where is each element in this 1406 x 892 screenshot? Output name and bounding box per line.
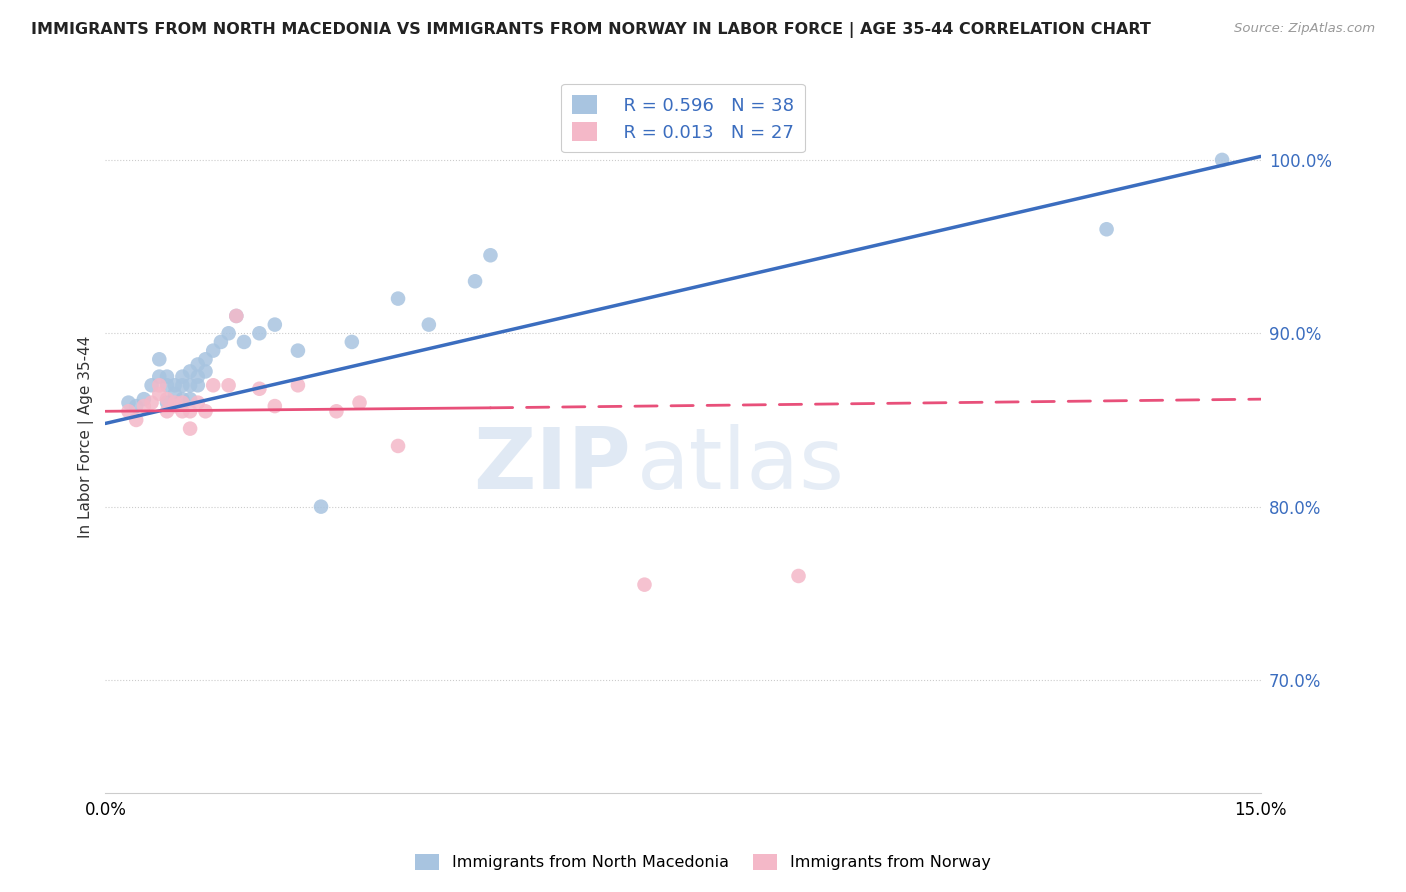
Y-axis label: In Labor Force | Age 35-44: In Labor Force | Age 35-44 [79, 336, 94, 539]
Point [1211, 153, 1233, 167]
Point [233, 334, 256, 349]
Point [787, 569, 810, 583]
Point [464, 274, 486, 288]
Point [287, 343, 309, 358]
Point [179, 404, 201, 418]
Point [141, 378, 163, 392]
Point [325, 404, 347, 418]
Point [156, 404, 179, 418]
Point [633, 577, 655, 591]
Point [249, 382, 271, 396]
Point [117, 404, 139, 418]
Point [187, 358, 209, 372]
Point [418, 318, 440, 332]
Legend:   R = 0.596   N = 38,   R = 0.013   N = 27: R = 0.596 N = 38, R = 0.013 N = 27 [561, 84, 804, 153]
Point [172, 378, 194, 392]
Point [132, 399, 155, 413]
Point [309, 500, 332, 514]
Point [172, 392, 194, 406]
Text: Source: ZipAtlas.com: Source: ZipAtlas.com [1234, 22, 1375, 36]
Point [125, 413, 148, 427]
Point [1095, 222, 1118, 236]
Point [194, 352, 217, 367]
Text: atlas: atlas [637, 425, 845, 508]
Point [148, 369, 170, 384]
Point [156, 395, 179, 409]
Point [194, 404, 217, 418]
Point [249, 326, 271, 341]
Point [387, 439, 409, 453]
Point [148, 352, 170, 367]
Point [225, 309, 247, 323]
Point [179, 422, 201, 436]
Point [218, 378, 240, 392]
Point [163, 378, 186, 392]
Point [225, 309, 247, 323]
Point [479, 248, 502, 262]
Point [125, 399, 148, 413]
Point [163, 387, 186, 401]
Point [156, 369, 179, 384]
Point [218, 326, 240, 341]
Point [179, 392, 201, 406]
Point [179, 364, 201, 378]
Point [172, 369, 194, 384]
Point [148, 387, 170, 401]
Point [179, 378, 201, 392]
Point [194, 364, 217, 378]
Point [187, 395, 209, 409]
Point [187, 378, 209, 392]
Point [141, 395, 163, 409]
Point [263, 318, 285, 332]
Point [340, 334, 363, 349]
Point [156, 378, 179, 392]
Point [263, 399, 285, 413]
Point [209, 334, 232, 349]
Point [202, 378, 225, 392]
Point [132, 392, 155, 406]
Legend: Immigrants from North Macedonia, Immigrants from Norway: Immigrants from North Macedonia, Immigra… [409, 847, 997, 877]
Text: ZIP: ZIP [474, 425, 631, 508]
Point [349, 395, 371, 409]
Point [117, 395, 139, 409]
Point [287, 378, 309, 392]
Point [163, 395, 186, 409]
Point [172, 404, 194, 418]
Point [172, 395, 194, 409]
Point [202, 343, 225, 358]
Point [163, 399, 186, 413]
Point [187, 369, 209, 384]
Text: IMMIGRANTS FROM NORTH MACEDONIA VS IMMIGRANTS FROM NORWAY IN LABOR FORCE | AGE 3: IMMIGRANTS FROM NORTH MACEDONIA VS IMMIG… [31, 22, 1150, 38]
Point [387, 292, 409, 306]
Point [156, 392, 179, 406]
Point [148, 378, 170, 392]
